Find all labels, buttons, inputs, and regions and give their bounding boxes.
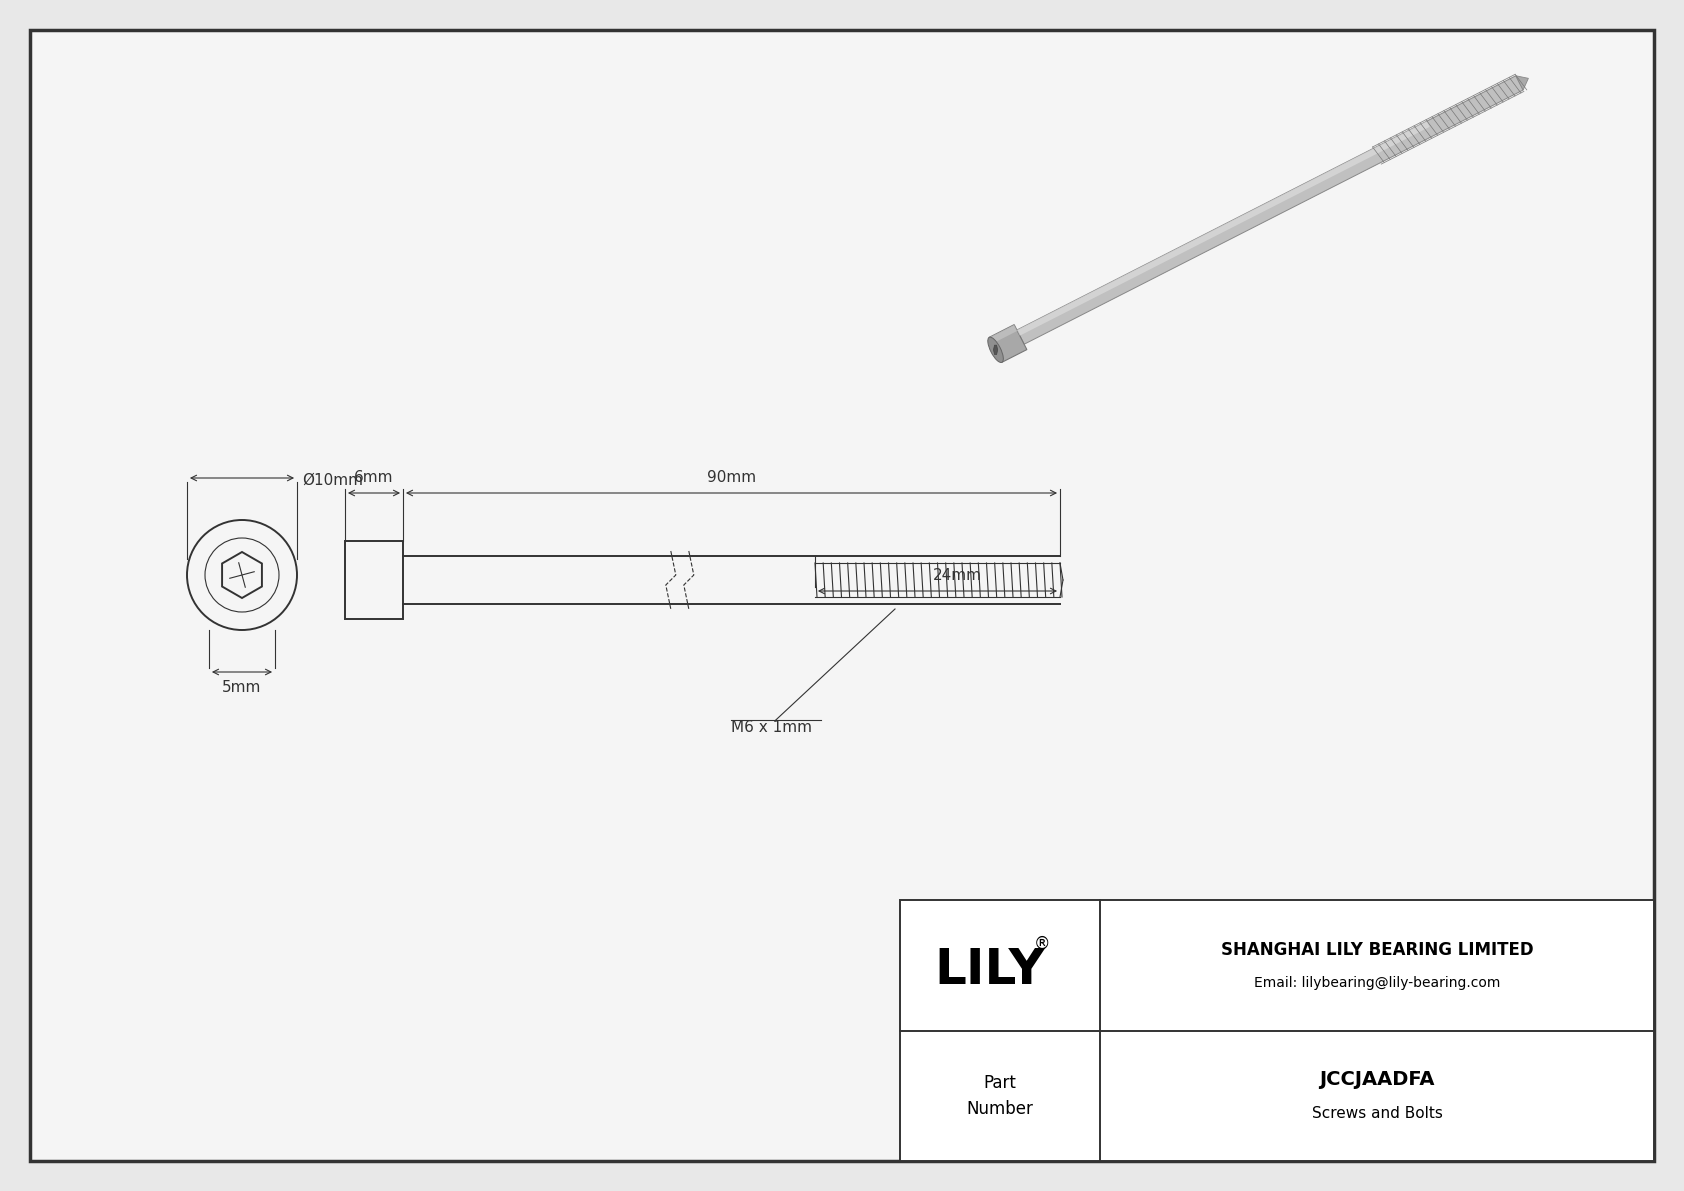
Polygon shape [1516, 76, 1529, 91]
Ellipse shape [989, 337, 1004, 362]
Polygon shape [989, 325, 1017, 343]
Text: Email: lilybearing@lily-bearing.com: Email: lilybearing@lily-bearing.com [1255, 977, 1500, 990]
Text: LILY: LILY [935, 947, 1046, 994]
Text: 5mm: 5mm [222, 680, 261, 696]
Text: M6 x 1mm: M6 x 1mm [731, 721, 812, 735]
Text: JCCJAADFA: JCCJAADFA [1319, 1071, 1435, 1090]
Text: Ø10mm: Ø10mm [301, 473, 364, 487]
Bar [899, 900, 1654, 1161]
Polygon shape [1017, 76, 1522, 344]
Text: Screws and Bolts: Screws and Bolts [1312, 1106, 1443, 1121]
Text: ®: ® [1034, 934, 1051, 953]
Polygon shape [994, 345, 997, 355]
Text: 6mm: 6mm [354, 470, 394, 485]
Text: Part
Number: Part Number [967, 1073, 1034, 1118]
Polygon shape [989, 325, 1027, 362]
Text: SHANGHAI LILY BEARING LIMITED: SHANGHAI LILY BEARING LIMITED [1221, 941, 1534, 959]
Polygon shape [1017, 121, 1430, 336]
Text: 24mm: 24mm [933, 568, 982, 584]
Text: 90mm: 90mm [707, 470, 756, 485]
Bar [345, 541, 402, 619]
